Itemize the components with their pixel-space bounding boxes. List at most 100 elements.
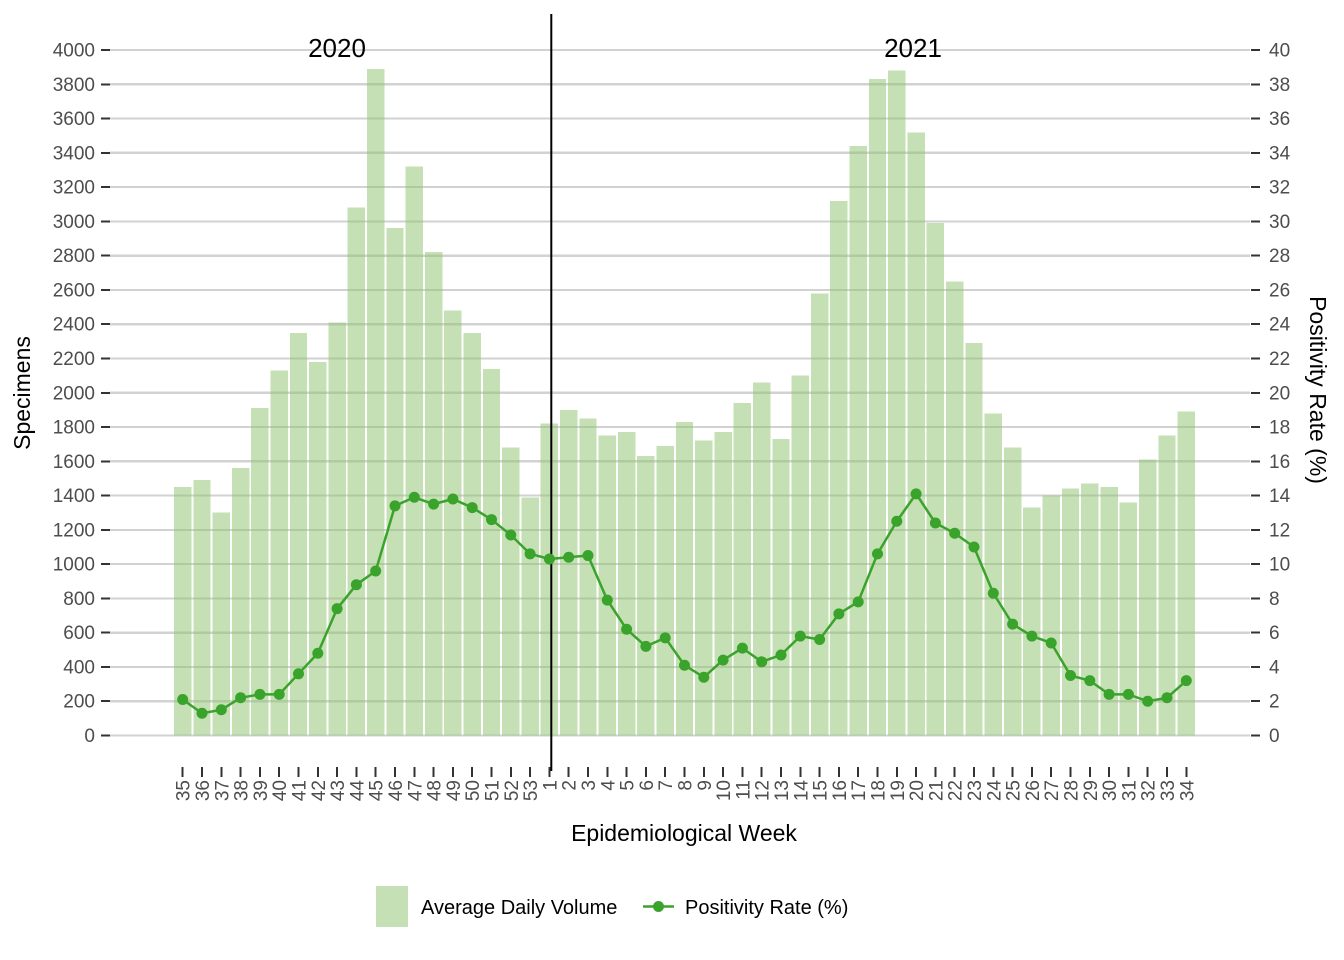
x-axis-tick-label: 6 — [637, 780, 658, 791]
bar-w15 — [810, 293, 829, 736]
x-axis-tick-label: 20 — [907, 780, 928, 801]
x-axis-tick-label: 9 — [695, 780, 716, 791]
positivity-point-w36 — [196, 707, 208, 719]
positivity-point-w20 — [910, 488, 922, 500]
positivity-line-layer — [177, 488, 1192, 719]
right-axis-tick-label: 38 — [1269, 75, 1290, 96]
x-axis-tick-label: 39 — [251, 780, 272, 801]
bar-w29 — [1081, 483, 1099, 736]
x-axis-tick-label: 29 — [1081, 780, 1102, 801]
x-axis-tick-label: 14 — [791, 780, 812, 802]
bar-w44 — [347, 207, 366, 736]
bar-w34 — [1177, 411, 1195, 736]
right-axis-title: Positivity Rate (%) — [1305, 296, 1331, 484]
right-axis-tick-label: 10 — [1269, 555, 1290, 576]
positivity-point-w33 — [1161, 692, 1173, 704]
right-axis-tick-label: 26 — [1269, 280, 1290, 301]
bar-w22 — [946, 281, 964, 736]
bar-w52 — [502, 447, 520, 736]
right-axis-tick-label: 4 — [1269, 657, 1280, 678]
y-axis-tick-label: 2400 — [53, 315, 95, 336]
x-axis-tick-label: 33 — [1158, 780, 1179, 801]
y-axis-tick-label: 1600 — [53, 452, 95, 473]
x-axis-tick-label: 40 — [270, 780, 291, 801]
right-axis-tick-label: 24 — [1269, 315, 1291, 336]
positivity-point-w50 — [466, 502, 478, 514]
bar-w30 — [1100, 487, 1118, 736]
positivity-point-w11 — [736, 642, 748, 654]
positivity-point-w43 — [331, 603, 343, 615]
y-axis-tick-label: 1200 — [53, 520, 95, 541]
right-axis-tick-label: 40 — [1269, 41, 1290, 62]
positivity-point-w23 — [968, 541, 980, 553]
bar-w14 — [791, 375, 809, 736]
x-axis-tick-label: 35 — [174, 780, 195, 801]
positivity-point-w49 — [447, 493, 459, 505]
right-axis-tick-label: 18 — [1269, 418, 1290, 439]
positivity-point-w28 — [1065, 670, 1076, 682]
right-axis-tick-label: 32 — [1269, 178, 1290, 199]
x-axis-tick-label: 5 — [618, 780, 639, 791]
positivity-point-w24 — [987, 587, 999, 599]
x-axis-tick-label: 30 — [1100, 780, 1121, 801]
bar-w25 — [1003, 447, 1022, 736]
legend-point-symbol — [653, 901, 664, 912]
bar-w13 — [772, 439, 790, 736]
x-axis-tick-label: 34 — [1177, 780, 1198, 802]
right-axis-tick-label: 8 — [1269, 589, 1280, 610]
bar-w41 — [289, 332, 308, 736]
x-axis-tick-label: 13 — [772, 780, 793, 801]
bar-w39 — [251, 408, 269, 736]
x-axis-tick-label: 36 — [193, 780, 214, 801]
positivity-point-w7 — [659, 632, 671, 644]
bar-w48 — [424, 252, 443, 736]
x-axis-tick-label: 42 — [309, 780, 330, 801]
y-axis-title: Specimens — [9, 336, 35, 450]
x-axis-tick-label: 31 — [1119, 780, 1140, 801]
bar-w28 — [1061, 488, 1080, 736]
positivity-point-w18 — [872, 548, 883, 560]
positivity-point-w51 — [486, 514, 497, 526]
legend-bar-swatch — [376, 886, 408, 927]
bar-w46 — [386, 228, 404, 736]
x-axis-tick-label: 22 — [946, 780, 967, 801]
bar-w45 — [367, 68, 385, 736]
positivity-point-w40 — [273, 688, 285, 700]
x-axis-tick-label: 26 — [1023, 780, 1044, 801]
positivity-point-w37 — [215, 704, 227, 716]
x-axis-tick-label: 45 — [367, 780, 388, 801]
positivity-point-w38 — [235, 692, 247, 704]
y-axis-tick-label: 2800 — [53, 246, 95, 267]
bar-w8 — [675, 421, 694, 736]
x-axis-tick-label: 18 — [869, 780, 890, 801]
y-axis-tick-label: 4000 — [53, 41, 95, 62]
positivity-point-w42 — [312, 647, 324, 659]
x-axis-tick-label: 11 — [733, 780, 754, 800]
bar-w18 — [868, 79, 887, 736]
bar-w9 — [695, 440, 713, 736]
x-axis-tick-label: 25 — [1004, 780, 1025, 801]
x-axis-tick-label: 37 — [212, 780, 233, 801]
bar-w49 — [444, 310, 462, 736]
x-axis-tick-label: 21 — [926, 780, 947, 801]
y-axis-tick-label: 0 — [84, 726, 95, 747]
right-axis-tick-label: 2 — [1269, 692, 1280, 713]
positivity-point-w12 — [756, 656, 768, 668]
bars-layer — [174, 68, 1195, 736]
positivity-point-w48 — [428, 498, 440, 510]
bar-w35 — [174, 487, 192, 736]
bar-w38 — [231, 468, 250, 736]
positivity-point-w19 — [891, 515, 903, 527]
positivity-point-w47 — [408, 491, 420, 503]
x-axis-tick-label: 47 — [405, 780, 426, 801]
positivity-point-w46 — [389, 500, 401, 512]
bar-w47 — [405, 166, 423, 736]
legend-label-volume: Average Daily Volume — [421, 897, 617, 919]
positivity-point-w44 — [350, 579, 362, 591]
bar-w36 — [193, 480, 211, 736]
right-axis-tick-label: 28 — [1269, 246, 1290, 267]
positivity-point-w5 — [621, 623, 633, 635]
positivity-point-w21 — [929, 517, 941, 529]
x-axis-tick-label: 41 — [290, 780, 311, 801]
